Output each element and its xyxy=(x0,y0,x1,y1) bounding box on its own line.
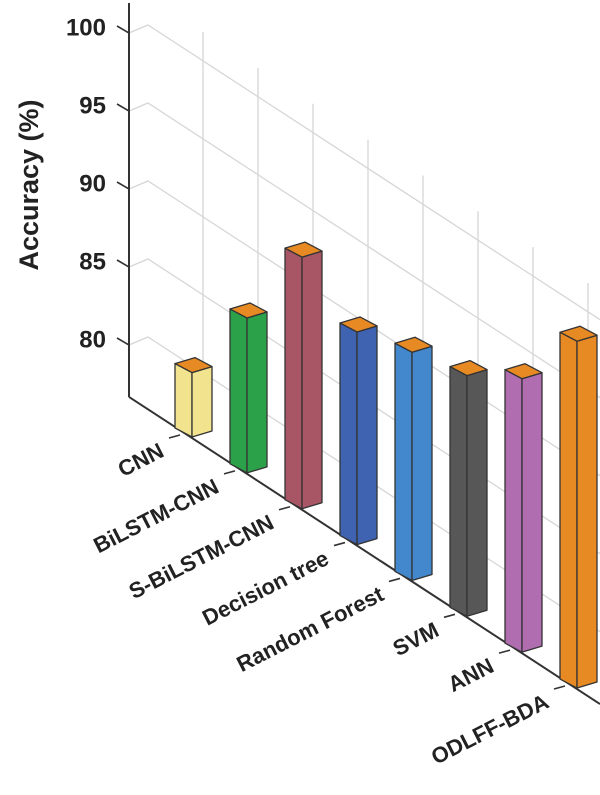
bar xyxy=(174,356,213,438)
bar-left-face xyxy=(229,308,248,474)
x-tick-label: CNN xyxy=(114,438,168,482)
bar-top-face xyxy=(174,356,213,374)
grid-line-horizontal xyxy=(128,180,600,477)
bar-top-face xyxy=(339,316,378,333)
bar-right-face xyxy=(521,372,543,653)
x-tick-label: ANN xyxy=(444,653,498,697)
y-tick-label: 100 xyxy=(66,15,106,42)
grid-line-horizontal xyxy=(128,24,600,321)
bars xyxy=(174,241,598,689)
bar-top-face xyxy=(284,241,323,258)
x-tick-label: ODLFF-BDA xyxy=(427,689,553,770)
bar-right-face xyxy=(191,365,213,438)
bar xyxy=(284,241,323,510)
bar-top-face xyxy=(559,325,598,342)
grid-line-horizontal xyxy=(128,258,600,555)
bar xyxy=(449,359,488,617)
x-axis-line xyxy=(128,396,600,705)
x-tick xyxy=(333,541,346,547)
y-tick xyxy=(116,181,130,190)
bar xyxy=(504,363,543,653)
axes: 80 85 90 95 100 xyxy=(66,3,600,705)
y-axis-title: Accuracy (%) xyxy=(14,99,44,270)
bar-right-face xyxy=(246,311,268,474)
grid-line-horizontal xyxy=(128,102,600,399)
bar-right-face xyxy=(576,334,598,689)
bar xyxy=(229,302,268,474)
bar-top-face xyxy=(229,302,268,319)
bar-left-face xyxy=(174,362,193,438)
x-tick xyxy=(223,470,236,475)
x-tick xyxy=(168,434,181,439)
y-tick xyxy=(116,25,130,34)
bar-top-face xyxy=(449,359,488,377)
bar-right-face xyxy=(466,368,488,617)
x-tick xyxy=(278,505,291,511)
bar xyxy=(339,316,378,546)
grid-line-horizontal xyxy=(128,336,600,633)
bar xyxy=(559,325,598,689)
bar-left-face xyxy=(449,365,468,617)
y-tick-label: 90 xyxy=(79,171,106,198)
x-tick xyxy=(553,685,566,690)
bar-left-face xyxy=(284,247,303,510)
bar-left-face xyxy=(504,369,523,653)
bar-right-face xyxy=(356,325,378,546)
y-tick-label: 95 xyxy=(79,93,106,120)
bar-right-face xyxy=(301,250,323,510)
y-tick xyxy=(116,337,130,346)
y-tick-label: 85 xyxy=(79,249,106,276)
bar xyxy=(394,336,433,582)
bar-left-face xyxy=(339,322,358,546)
x-tick xyxy=(498,649,511,654)
x-tick-label: SVM xyxy=(389,617,443,661)
bar-left-face xyxy=(394,342,413,582)
x-tick xyxy=(388,577,401,583)
x-tick xyxy=(443,613,456,619)
bar-top-face xyxy=(504,363,543,380)
y-tick-label: 80 xyxy=(79,327,106,354)
y-tick xyxy=(116,103,130,112)
bar-right-face xyxy=(411,345,433,582)
bar-left-face xyxy=(559,331,578,689)
bar-top-face xyxy=(394,336,433,353)
y-tick xyxy=(116,259,130,268)
